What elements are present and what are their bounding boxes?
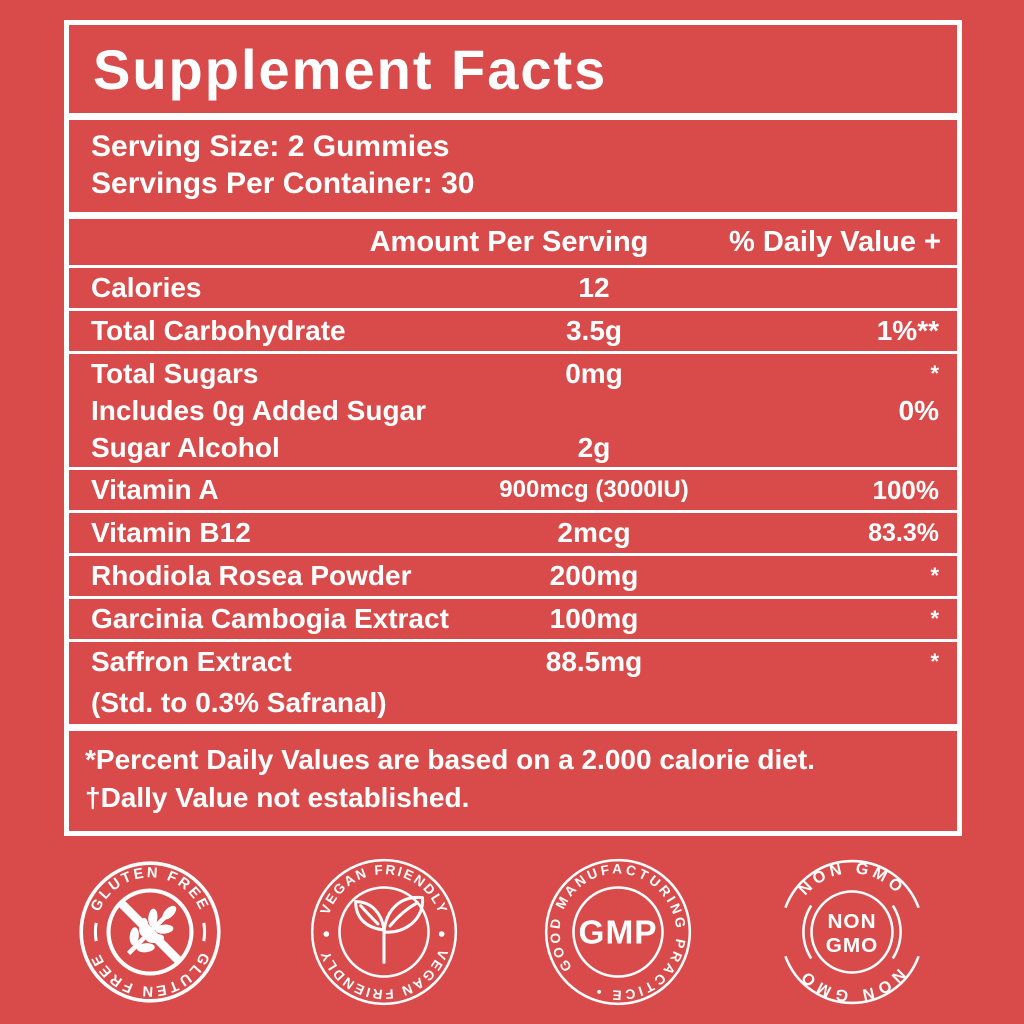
- saffron-line-1: Saffron Extract 88.5mg *: [69, 643, 957, 683]
- column-header-daily-value: % Daily Value +: [729, 226, 941, 258]
- row-amount: 2g: [577, 432, 611, 463]
- row-name: Saffron Extract: [91, 646, 292, 677]
- vegan-friendly-badge: VEGAN FRIENDLY VEGAN FRIENDLY: [310, 858, 458, 1006]
- servings-per-container-text: Servings Per Container: 30: [91, 167, 475, 200]
- inner-ring: [572, 886, 664, 978]
- row-amount: 12: [578, 272, 610, 303]
- facts-table: Amount Per Serving % Daily Value + Calor…: [69, 219, 957, 724]
- row-name: Vitamin A: [91, 474, 219, 505]
- table-row-vitamin-b12: Vitamin B12 2mcg 83.3%: [69, 513, 957, 553]
- table-row-sugar-alcohol: Sugar Alcohol 2g: [69, 429, 957, 466]
- outer-arc-top: [784, 859, 920, 909]
- gluten-free-badge: GLUTEN FREE GLUTEN FREE: [79, 861, 221, 1003]
- table-row-saffron: Saffron Extract 88.5mg * (Std. to 0.3% S…: [69, 642, 957, 724]
- row-name: Total Carbohydrate: [91, 315, 346, 346]
- footnotes: *Percent Daily Values are based on a 2.0…: [69, 731, 957, 831]
- title-box: Supplement Facts: [69, 25, 957, 113]
- row-amount: 200mg: [549, 560, 639, 591]
- row-name: Rhodiola Rosea Powder: [91, 560, 412, 591]
- table-row-total-carbohydrate: Total Carbohydrate 3.5g 1%**: [69, 311, 957, 351]
- row-daily-value: 83.3%: [868, 519, 939, 547]
- outer-ring: [79, 861, 221, 1003]
- row-name-subtext: (Std. to 0.3% Safranal): [91, 687, 387, 718]
- inner-ring: [106, 888, 194, 976]
- outer-arc-bottom: [784, 955, 920, 1005]
- row-name: Includes 0g Added Sugar: [91, 395, 427, 426]
- right-dot: [438, 931, 445, 937]
- saffron-line-2: (Std. to 0.3% Safranal): [69, 683, 957, 723]
- row-amount: 100mg: [549, 603, 639, 634]
- row-name: Vitamin B12: [91, 517, 251, 548]
- row-name: Total Sugars: [91, 358, 259, 389]
- table-row-calories: Calories 12: [69, 268, 957, 308]
- row-daily-value: *: [930, 361, 939, 386]
- left-paren-arc: [802, 904, 813, 960]
- non-gmo-badge: NON GMO NON GMO NON GMO: [784, 859, 920, 1005]
- column-header-amount: Amount Per Serving: [369, 226, 649, 258]
- serving-info: Serving Size: 2 Gummies Servings Per Con…: [69, 120, 957, 212]
- table-row-garcinia: Garcinia Cambogia Extract 100mg *: [69, 599, 957, 639]
- table-row-total-sugars: Total Sugars 0mg *: [69, 355, 957, 392]
- table-row-rhodiola: Rhodiola Rosea Powder 200mg *: [69, 556, 957, 596]
- row-daily-value: 1%**: [876, 315, 939, 346]
- arc-text-top: NON GMO: [795, 859, 909, 899]
- page-title: Supplement Facts: [93, 37, 608, 101]
- table-row-added-sugar: Includes 0g Added Sugar 0%: [69, 392, 957, 429]
- supplement-facts-label: Supplement Facts Serving Size: 2 Gummies…: [64, 20, 962, 836]
- row-daily-value: 0%: [898, 395, 939, 426]
- non-gmo-center-line2: GMO: [826, 934, 879, 957]
- serving-size-text: Serving Size: 2 Gummies: [91, 130, 450, 163]
- outer-ring: [310, 858, 458, 1006]
- leaf-sprout-icon: [354, 895, 424, 964]
- right-separator-arc: [202, 922, 207, 942]
- arc-text-bottom: NON GMO: [795, 965, 909, 1005]
- row-daily-value: *: [930, 563, 939, 588]
- table-row-vitamin-a: Vitamin A 900mcg (3000IU) 100%: [69, 470, 957, 510]
- row-name: Calories: [91, 272, 202, 303]
- footnote-daily-values: *Percent Daily Values are based on a 2.0…: [85, 744, 815, 775]
- table-header-row: Amount Per Serving % Daily Value +: [69, 219, 957, 265]
- row-name: Garcinia Cambogia Extract: [91, 603, 449, 634]
- row-name: Sugar Alcohol: [91, 432, 280, 463]
- row-daily-value: *: [930, 649, 939, 674]
- inner-ring: [338, 886, 430, 978]
- left-dot: [323, 931, 330, 937]
- prohibition-slash: [118, 900, 182, 964]
- left-separator-arc: [93, 922, 98, 942]
- row-amount: 900mcg (3000IU): [499, 476, 689, 503]
- inner-ring: [810, 890, 894, 974]
- table-rowgroup-sugars: Total Sugars 0mg * Includes 0g Added Sug…: [69, 354, 957, 467]
- non-gmo-center-line1: NON: [827, 910, 876, 933]
- footnote-daily-value-not-established: †Dally Value not established.: [85, 782, 470, 813]
- outer-ring: [544, 858, 692, 1006]
- arc-text-top: VEGAN FRIENDLY: [317, 862, 450, 916]
- row-daily-value: *: [930, 606, 939, 631]
- row-amount: 3.5g: [565, 315, 623, 346]
- row-amount: 88.5mg: [545, 646, 643, 677]
- row-amount: 0mg: [565, 358, 623, 389]
- row-daily-value: 100%: [872, 475, 940, 505]
- gmp-badge: GOOD MANUFACTURING PRACTICE • GMP: [544, 858, 692, 1006]
- right-paren-arc: [891, 904, 902, 960]
- crossed-wheat-icon: [118, 900, 182, 964]
- gmp-center-text: GMP: [578, 915, 657, 952]
- row-amount: 2mcg: [557, 517, 631, 548]
